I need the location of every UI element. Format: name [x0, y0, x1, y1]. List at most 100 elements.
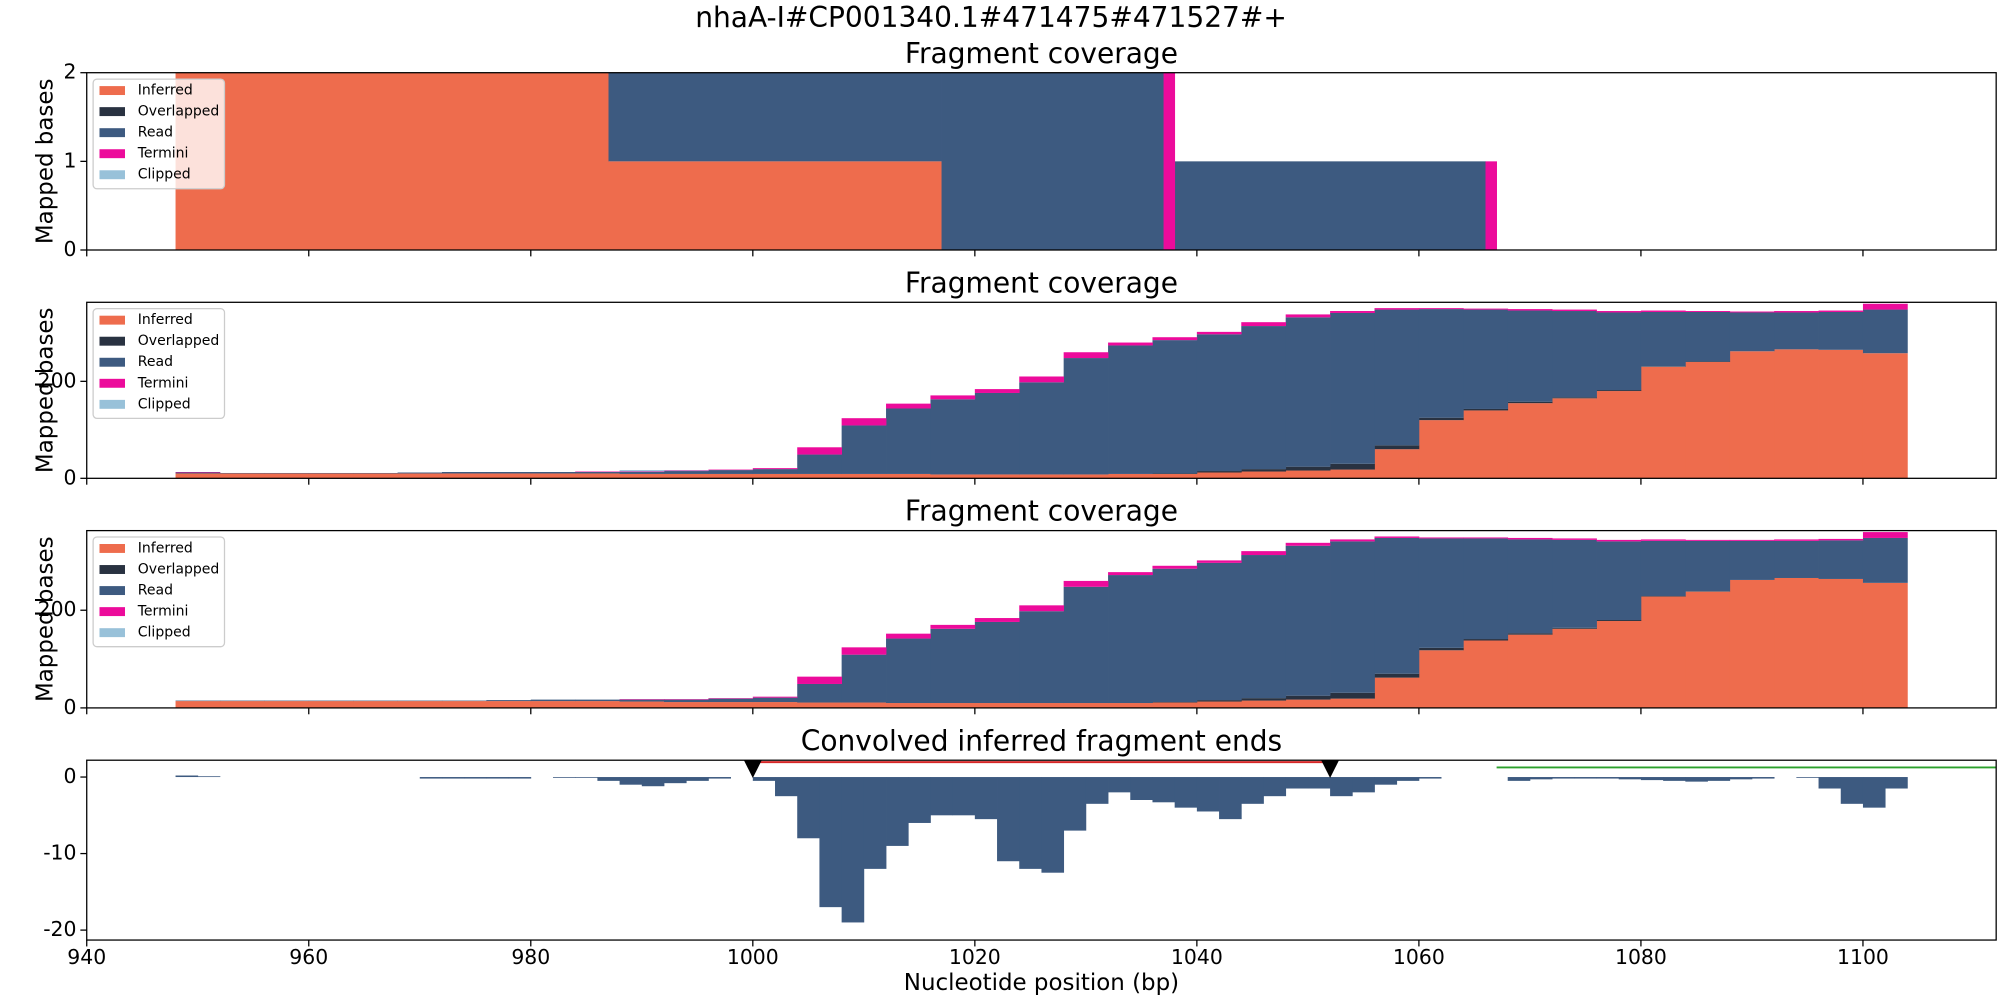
bar — [1574, 777, 1597, 779]
legend-swatch — [99, 86, 125, 96]
bar-segment — [930, 624, 976, 629]
legend-swatch — [99, 544, 125, 553]
bar-segment — [1685, 540, 1731, 592]
bar-segment — [1596, 312, 1642, 391]
bar-segment — [1463, 537, 1509, 539]
bar-segment — [1285, 695, 1331, 700]
plot-area — [175, 532, 1908, 708]
bar-segment — [1330, 698, 1375, 708]
bar-segment — [1196, 334, 1242, 472]
bar-segment — [1019, 376, 1065, 383]
bar-segment — [1818, 310, 1864, 312]
bar-segment — [175, 473, 221, 479]
bar-segment — [530, 699, 576, 702]
bar-segment — [1463, 410, 1509, 479]
bar-segment — [1552, 311, 1597, 398]
bar-segment — [1640, 540, 1686, 597]
bar-segment — [1774, 349, 1819, 479]
boundary-marker — [1321, 760, 1340, 779]
y-axis-label: Mapped bases — [32, 308, 58, 474]
bar-segment — [1019, 605, 1065, 612]
bar — [1618, 777, 1642, 780]
bar-segment — [1330, 469, 1375, 479]
x-tick-label: 1080 — [1615, 945, 1667, 969]
bar — [1330, 777, 1353, 797]
bar-segment — [708, 698, 754, 703]
legend-label: Read — [138, 354, 173, 370]
bar-segment — [353, 473, 398, 479]
panel-title: Fragment coverage — [905, 495, 1178, 528]
y-axis-label: Mapped bases — [32, 79, 58, 245]
bar-segment — [886, 408, 931, 474]
bar-segment — [1063, 580, 1109, 587]
bar-segment — [486, 472, 532, 474]
bar-segment — [1463, 308, 1509, 310]
bar-segment — [797, 447, 843, 455]
y-tick-label: 0 — [64, 465, 77, 489]
bar-segment — [1285, 542, 1331, 546]
bar-segment — [1174, 161, 1486, 250]
figure-title: nhaA-I#CP001340.1#471475#471527#+ — [695, 1, 1287, 34]
bar — [1152, 777, 1176, 803]
legend-label: Termini — [137, 375, 189, 391]
bar-segment — [1241, 700, 1287, 708]
bar-segment — [1374, 449, 1420, 479]
bar — [441, 777, 465, 779]
bar-segment — [1418, 650, 1464, 708]
bar-segment — [1685, 311, 1731, 312]
bar-segment — [974, 389, 1020, 393]
bar — [886, 777, 909, 846]
bar-segment — [1596, 541, 1642, 620]
bar-segment — [441, 701, 487, 708]
bar — [1219, 777, 1242, 820]
bar-segment — [1196, 562, 1242, 701]
axes-frame — [86, 759, 1997, 941]
bar-segment — [219, 701, 265, 708]
bar-segment — [264, 701, 310, 708]
bar — [752, 777, 776, 781]
bar-segment — [1862, 537, 1908, 583]
legend-label: Overlapped — [138, 333, 220, 349]
y-tick-label: 2 — [64, 60, 77, 84]
bar-segment — [797, 683, 843, 703]
bar-segment — [752, 469, 798, 474]
bar-segment — [1152, 473, 1198, 479]
x-tick-label: 1000 — [727, 945, 779, 969]
bar-segment — [1640, 310, 1686, 312]
x-tick-label: 1040 — [1171, 945, 1223, 969]
bar-segment — [1241, 322, 1287, 327]
bar — [1063, 777, 1087, 831]
axes-frame — [86, 301, 1997, 479]
x-tick-label: 980 — [511, 945, 550, 969]
bar-segment — [219, 473, 265, 479]
legend-swatch — [99, 170, 125, 180]
bar-segment — [930, 628, 976, 704]
bar-segment — [1596, 539, 1642, 542]
bar — [1818, 777, 1842, 789]
x-tick-label: 1100 — [1837, 945, 1889, 969]
bar-segment — [575, 699, 620, 702]
bar-segment — [974, 618, 1020, 622]
bar — [419, 777, 443, 779]
bar-segment — [1374, 309, 1420, 446]
bar-segment — [1019, 703, 1065, 708]
bar — [1751, 777, 1775, 779]
bar-segment — [619, 472, 665, 474]
legend-label: Termini — [137, 604, 189, 620]
bar-segment — [1485, 161, 1497, 250]
bar-segment — [1374, 445, 1420, 450]
bar-segment — [1108, 345, 1153, 474]
bar — [597, 777, 620, 781]
bar-segment — [1596, 391, 1642, 479]
bar-segment — [175, 472, 221, 474]
bar-segment — [1685, 539, 1731, 541]
bar-segment — [1063, 586, 1109, 704]
bar-segment — [397, 473, 443, 479]
bar-segment — [1063, 474, 1109, 479]
bar-segment — [1463, 309, 1509, 409]
bar-segment — [608, 72, 942, 162]
bar — [1885, 777, 1908, 789]
bar-segment — [1418, 537, 1464, 539]
